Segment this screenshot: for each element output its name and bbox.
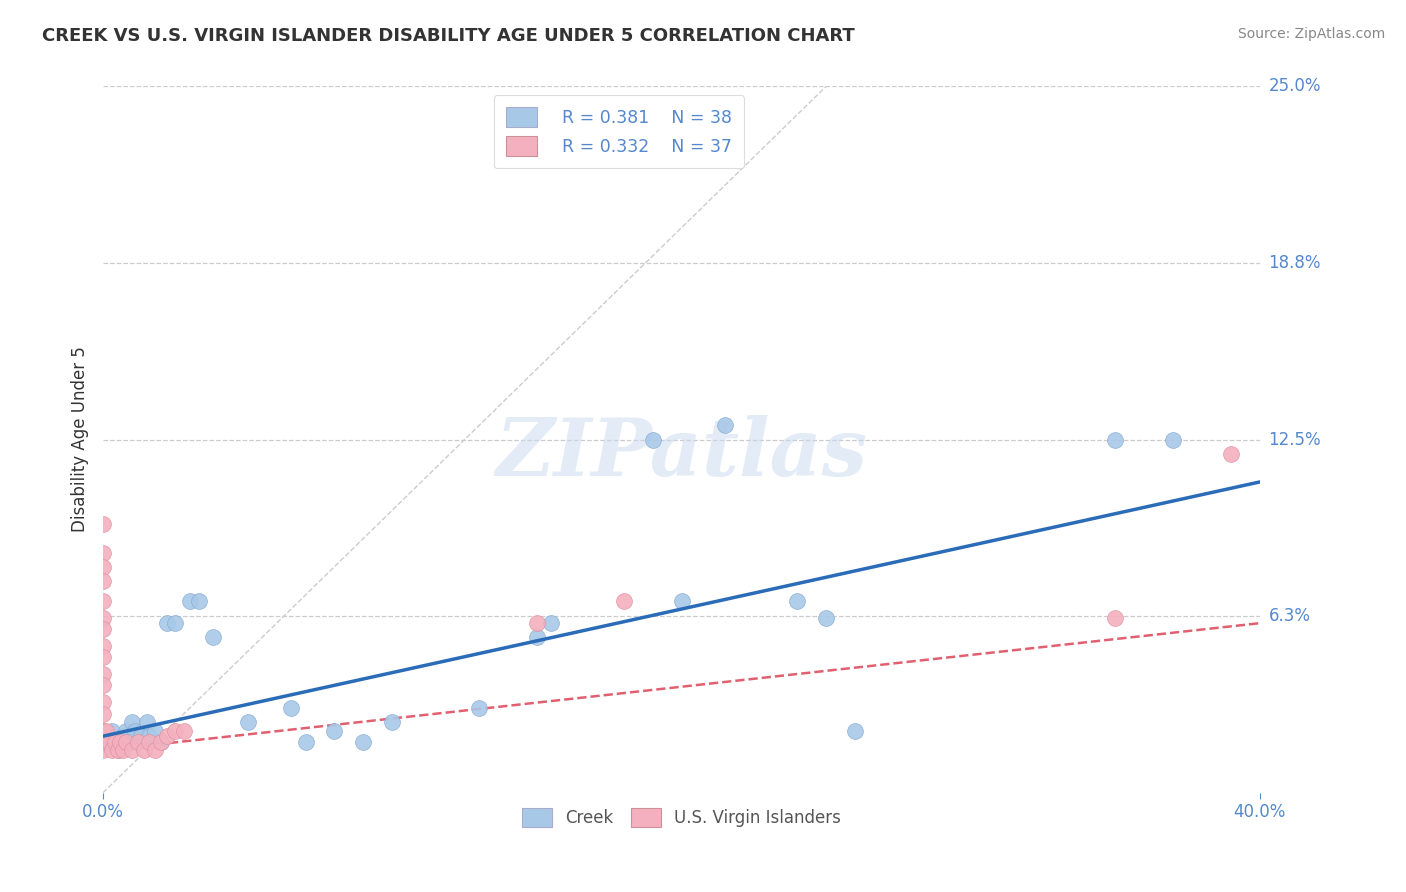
Legend: Creek, U.S. Virgin Islanders: Creek, U.S. Virgin Islanders [516, 801, 848, 834]
Point [91, 559, 114, 574]
Point [104, 735, 127, 749]
Point [280, 701, 302, 715]
Y-axis label: Disability Age Under 5: Disability Age Under 5 [72, 347, 89, 533]
Point [165, 616, 187, 631]
Text: 18.8%: 18.8% [1268, 254, 1322, 272]
Point [156, 729, 179, 743]
Point [179, 593, 201, 607]
Text: Source: ZipAtlas.com: Source: ZipAtlas.com [1237, 27, 1385, 41]
Point [91, 574, 114, 588]
Point [107, 743, 129, 757]
Point [202, 630, 225, 644]
Point [124, 723, 146, 738]
Point [91, 735, 114, 749]
Point [115, 723, 138, 738]
Point [91, 593, 114, 607]
Point [187, 593, 209, 607]
Point [236, 714, 259, 729]
Point [121, 714, 143, 729]
Point [127, 735, 149, 749]
Point [91, 545, 114, 559]
Point [91, 723, 114, 738]
Point [641, 433, 664, 447]
Point [91, 706, 114, 721]
Point [143, 743, 166, 757]
Point [149, 735, 172, 749]
Point [165, 723, 187, 738]
Point [97, 735, 120, 749]
Text: 25.0%: 25.0% [1268, 78, 1322, 95]
Point [91, 639, 114, 653]
Point [94, 723, 117, 738]
Text: ZIPatlas: ZIPatlas [495, 415, 868, 492]
Point [352, 735, 374, 749]
Point [173, 723, 195, 738]
Point [91, 517, 114, 532]
Text: CREEK VS U.S. VIRGIN ISLANDER DISABILITY AGE UNDER 5 CORRELATION CHART: CREEK VS U.S. VIRGIN ISLANDER DISABILITY… [42, 27, 855, 45]
Point [132, 743, 155, 757]
Point [127, 735, 149, 749]
Point [323, 723, 346, 738]
Point [121, 743, 143, 757]
Point [143, 723, 166, 738]
Point [815, 610, 838, 624]
Point [115, 735, 138, 749]
Point [149, 735, 172, 749]
Point [91, 622, 114, 636]
Point [526, 630, 548, 644]
Point [91, 723, 114, 738]
Point [540, 616, 562, 631]
Point [714, 418, 737, 433]
Point [91, 743, 114, 757]
Point [118, 735, 141, 749]
Text: 12.5%: 12.5% [1268, 431, 1322, 449]
Point [101, 723, 124, 738]
Text: 6.3%: 6.3% [1268, 607, 1310, 625]
Point [671, 593, 693, 607]
Point [91, 695, 114, 709]
Point [786, 593, 808, 607]
Point [138, 729, 160, 743]
Point [1104, 433, 1126, 447]
Point [91, 650, 114, 665]
Point [101, 743, 124, 757]
Point [129, 729, 152, 743]
Point [91, 610, 114, 624]
Point [1104, 610, 1126, 624]
Point [110, 735, 132, 749]
Point [468, 701, 491, 715]
Point [381, 714, 404, 729]
Point [294, 735, 316, 749]
Point [110, 735, 132, 749]
Point [526, 616, 548, 631]
Point [112, 743, 135, 757]
Point [1161, 433, 1184, 447]
Point [91, 667, 114, 681]
Point [1220, 447, 1243, 461]
Point [135, 714, 157, 729]
Point [613, 593, 636, 607]
Point [91, 678, 114, 692]
Point [97, 735, 120, 749]
Point [107, 743, 129, 757]
Point [844, 723, 866, 738]
Point [112, 729, 135, 743]
Point [138, 735, 160, 749]
Point [156, 616, 179, 631]
